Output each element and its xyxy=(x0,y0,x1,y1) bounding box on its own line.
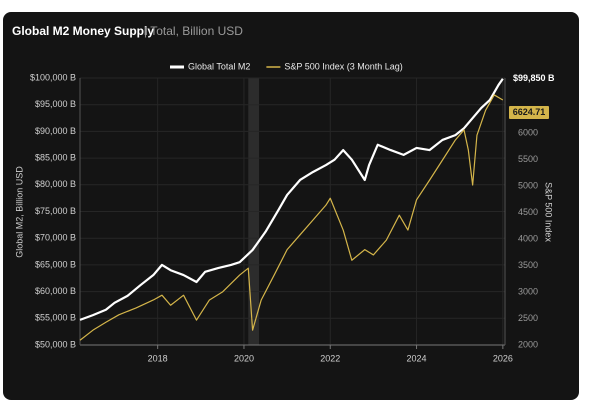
y2-tick-label: 3000 xyxy=(518,286,538,296)
y-tick-label: $55,000 B xyxy=(35,313,76,323)
y-tick-label: $80,000 B xyxy=(35,179,76,189)
x-tick-label: 2024 xyxy=(407,353,427,363)
end-badge xyxy=(509,106,549,120)
y2-tick-label: 6000 xyxy=(518,127,538,137)
y-tick-label: $70,000 B xyxy=(35,233,76,243)
y-axis-label: Global M2, Billion USD xyxy=(14,166,24,258)
y2-tick-label: 4500 xyxy=(518,207,538,217)
end-label: 6624.71 xyxy=(513,107,546,117)
y2-tick-label: 2500 xyxy=(518,313,538,323)
end-label: $99,850 B xyxy=(513,73,555,83)
y-tick-label: $65,000 B xyxy=(35,259,76,269)
y-tick-label: $50,000 B xyxy=(35,339,76,349)
chart-title: Global M2 Money Supply xyxy=(12,24,154,38)
y-tick-label: $85,000 B xyxy=(35,152,76,162)
legend-label: Global Total M2 xyxy=(188,61,250,71)
chart-subtitle: | Total, Billion USD xyxy=(144,24,243,38)
legend-label: S&P 500 Index (3 Month Lag) xyxy=(284,61,402,71)
x-tick-label: 2020 xyxy=(234,353,254,363)
y2-axis-label: S&P 500 Index xyxy=(544,182,554,242)
y-tick-label: $95,000 B xyxy=(35,99,76,109)
y-tick-label: $60,000 B xyxy=(35,286,76,296)
y2-tick-label: 3500 xyxy=(518,260,538,270)
y-tick-label: $75,000 B xyxy=(35,206,76,216)
y2-tick-label: 2000 xyxy=(518,339,538,349)
x-tick-label: 2018 xyxy=(148,353,168,363)
series-line xyxy=(79,78,504,321)
y2-tick-label: 5500 xyxy=(518,154,538,164)
x-tick-label: 2022 xyxy=(320,353,340,363)
x-tick-label: 2026 xyxy=(493,353,513,363)
y-tick-label: $90,000 B xyxy=(35,126,76,136)
y2-tick-label: 4000 xyxy=(518,233,538,243)
y2-tick-label: 5000 xyxy=(518,180,538,190)
series-line xyxy=(79,94,504,341)
y-tick-label: $100,000 B xyxy=(30,72,76,82)
